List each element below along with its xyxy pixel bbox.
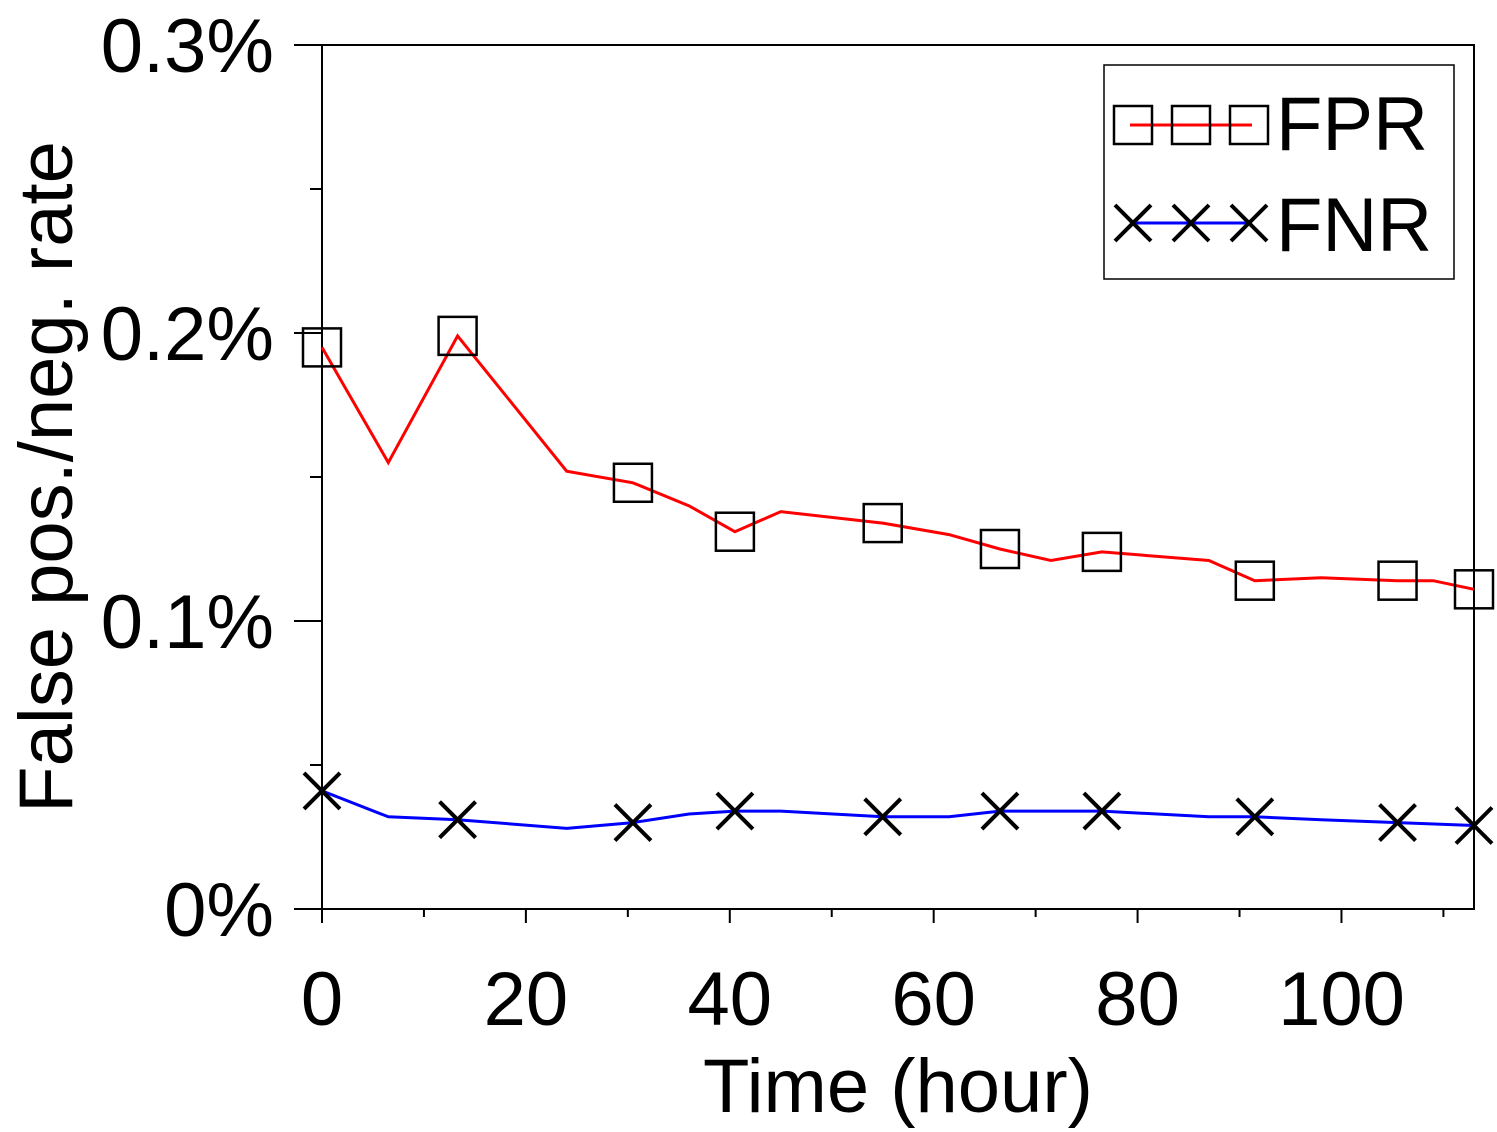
fnr-point [715,791,755,831]
legend-box [1103,64,1455,280]
fpr-point [979,528,1021,570]
x-tick-label: 0 [301,957,343,1042]
legend-fpr-marker [1112,104,1154,146]
legend-fnr-marker [1171,203,1211,243]
fnr-point [613,803,653,843]
fpr-point [1453,569,1495,610]
legend: FPR FNR [1103,64,1455,280]
y-tick-label: 0% [164,868,274,953]
fnr-point [863,797,903,837]
legend-fnr-marker [1229,203,1269,243]
x-axis-ticks: 0 20 40 60 80 100 [301,909,1445,1042]
x-tick-label: 80 [1095,957,1180,1042]
legend-fnr-marker [1113,203,1153,243]
fnr-point [302,771,342,811]
y-tick-label: 0.1% [101,580,274,665]
fpr-line [320,333,1475,591]
x-tick-label: 60 [891,957,976,1042]
legend-fpr-marker [1170,104,1212,146]
y-axis-ticks: 0% 0.1% 0.2% 0.3% [101,4,322,953]
fpr-point [301,327,343,368]
legend-item-fpr [1112,104,1270,146]
x-tick-label: 100 [1278,957,1405,1042]
legend-label-fpr: FPR [1276,82,1428,167]
fpr-point [437,315,478,357]
series-layer [301,315,1495,845]
series-fnr [302,771,1494,845]
fnr-line [321,789,1475,830]
x-tick-label: 20 [484,957,569,1042]
legend-fpr-marker [1228,104,1270,146]
y-axis-title: False pos./neg. rate [4,141,89,813]
fpr-point [1081,531,1123,573]
fpr-point [1234,560,1276,601]
x-tick-label: 40 [688,957,773,1042]
fpr-point [714,511,756,552]
y-tick-label: 0.2% [101,292,274,377]
fnr-point [980,791,1020,831]
fnr-point [438,800,478,840]
fnr-point [1378,803,1417,843]
legend-label-fnr: FNR [1276,183,1432,268]
fpr-point [612,462,654,504]
series-fpr [301,315,1495,610]
fnr-point [1454,806,1494,845]
y-tick-label: 0.3% [101,4,274,89]
fpr-point [862,502,903,544]
legend-item-fnr [1113,203,1269,243]
fnr-point [1082,791,1122,831]
fpr-point [1377,560,1418,601]
fnr-point [1235,797,1275,837]
x-axis-title: Time (hour) [703,1044,1093,1129]
